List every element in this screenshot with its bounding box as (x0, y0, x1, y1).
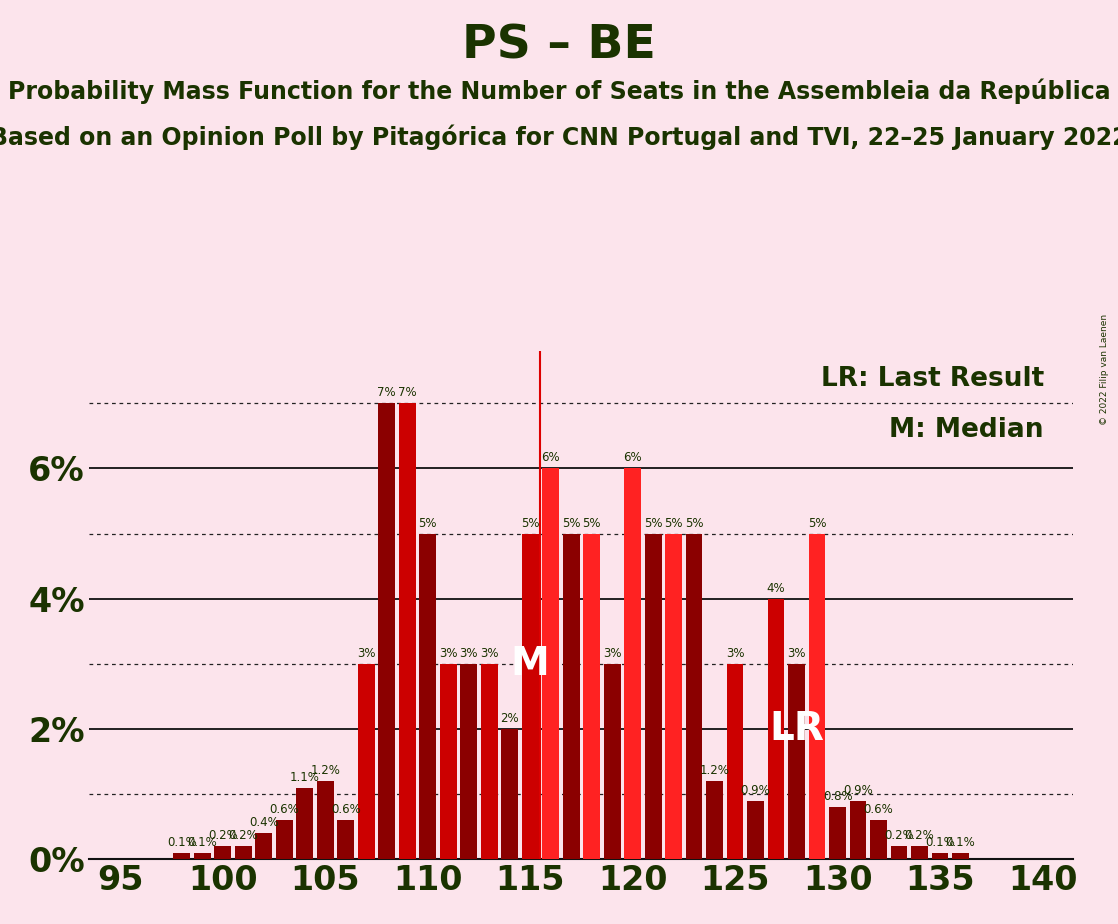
Bar (788, 663, 805, 859)
Text: 5%: 5% (664, 517, 683, 529)
Bar (338, 821, 354, 859)
Bar (461, 663, 477, 859)
Text: 5%: 5% (521, 517, 539, 529)
Text: 0.6%: 0.6% (864, 803, 893, 816)
Text: 3%: 3% (603, 647, 622, 660)
Bar (707, 781, 723, 859)
Text: 5%: 5% (808, 517, 826, 529)
Bar (235, 846, 252, 859)
Bar (522, 533, 539, 859)
Text: Based on an Opinion Poll by Pitagórica for CNN Portugal and TVI, 22–25 January 2: Based on an Opinion Poll by Pitagórica f… (0, 125, 1118, 151)
Text: 1.1%: 1.1% (290, 771, 320, 784)
Text: 0.1%: 0.1% (188, 836, 217, 849)
Text: © 2022 Filip van Laenen: © 2022 Filip van Laenen (1100, 314, 1109, 425)
Text: LR: Last Result: LR: Last Result (821, 366, 1044, 393)
Bar (542, 468, 559, 859)
Text: 5%: 5% (685, 517, 703, 529)
Text: 0.1%: 0.1% (946, 836, 975, 849)
Text: 0.2%: 0.2% (904, 830, 935, 843)
Text: 5%: 5% (582, 517, 600, 529)
Bar (685, 533, 702, 859)
Text: 5%: 5% (418, 517, 437, 529)
Text: 0.9%: 0.9% (741, 784, 770, 796)
Bar (501, 729, 518, 859)
Text: 0.1%: 0.1% (926, 836, 955, 849)
Text: 0.4%: 0.4% (249, 816, 278, 830)
Bar (768, 599, 785, 859)
Bar (624, 468, 641, 859)
Bar (358, 663, 375, 859)
Text: Probability Mass Function for the Number of Seats in the Assembleia da República: Probability Mass Function for the Number… (8, 79, 1110, 104)
Text: 0.1%: 0.1% (167, 836, 197, 849)
Text: 0.2%: 0.2% (228, 830, 258, 843)
Text: LR: LR (769, 710, 824, 748)
Bar (439, 663, 456, 859)
Text: 0.8%: 0.8% (823, 790, 852, 803)
Bar (808, 533, 825, 859)
Bar (562, 533, 579, 859)
Text: 0.2%: 0.2% (884, 830, 913, 843)
Bar (481, 663, 498, 859)
Bar (378, 403, 395, 859)
Text: 1.2%: 1.2% (310, 764, 340, 777)
Text: 6%: 6% (541, 452, 560, 465)
Bar (870, 821, 887, 859)
Text: 7%: 7% (398, 386, 416, 399)
Bar (665, 533, 682, 859)
Text: 3%: 3% (480, 647, 499, 660)
Bar (830, 808, 846, 859)
Bar (215, 846, 231, 859)
Text: 5%: 5% (644, 517, 662, 529)
Text: 0.2%: 0.2% (208, 830, 237, 843)
Bar (584, 533, 600, 859)
Bar (255, 833, 272, 859)
Bar (645, 533, 662, 859)
Bar (276, 821, 293, 859)
Text: 3%: 3% (357, 647, 376, 660)
Text: 3%: 3% (787, 647, 806, 660)
Text: M: M (511, 645, 549, 683)
Bar (604, 663, 620, 859)
Bar (891, 846, 908, 859)
Bar (747, 801, 764, 859)
Text: 3%: 3% (439, 647, 457, 660)
Bar (911, 846, 928, 859)
Bar (850, 801, 866, 859)
Text: 3%: 3% (726, 647, 745, 660)
Bar (931, 853, 948, 859)
Text: 5%: 5% (562, 517, 580, 529)
Text: 1.2%: 1.2% (700, 764, 730, 777)
Text: 0.6%: 0.6% (269, 803, 299, 816)
Bar (193, 853, 210, 859)
Bar (173, 853, 190, 859)
Bar (953, 853, 969, 859)
Bar (399, 403, 416, 859)
Text: 0.6%: 0.6% (331, 803, 360, 816)
Bar (419, 533, 436, 859)
Text: M: Median: M: Median (889, 417, 1044, 444)
Text: PS – BE: PS – BE (462, 23, 656, 68)
Bar (296, 787, 313, 859)
Text: 4%: 4% (767, 582, 785, 595)
Text: 6%: 6% (624, 452, 642, 465)
Text: 7%: 7% (378, 386, 396, 399)
Text: 3%: 3% (459, 647, 477, 660)
Text: 0.9%: 0.9% (843, 784, 873, 796)
Bar (727, 663, 743, 859)
Text: 2%: 2% (501, 712, 519, 725)
Bar (316, 781, 333, 859)
